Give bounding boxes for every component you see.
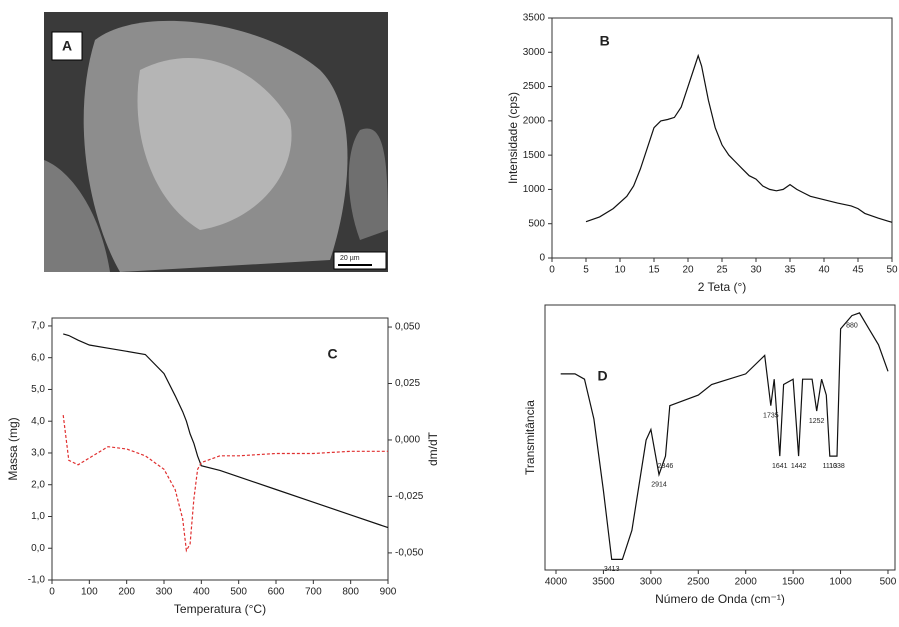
peak-label: 1735 bbox=[763, 413, 779, 420]
panel-label: D bbox=[598, 367, 608, 383]
x-tick-label: 300 bbox=[156, 587, 173, 598]
scale-bar-label: 20 µm bbox=[340, 255, 360, 262]
y2-tick-label: 0,050 bbox=[395, 322, 420, 333]
data-line bbox=[561, 313, 888, 560]
y-axis-label: Transmitância bbox=[523, 400, 537, 475]
x-tick-label: 50 bbox=[886, 265, 898, 276]
x-tick-label: 100 bbox=[81, 587, 98, 598]
x-tick-label: 1000 bbox=[829, 577, 852, 588]
y-tick-label: 3,0 bbox=[31, 448, 45, 459]
x-tick-label: 35 bbox=[784, 265, 796, 276]
y2-axis-label: dm/dT bbox=[426, 431, 440, 466]
plot-frame bbox=[552, 18, 892, 258]
x-tick-label: 900 bbox=[380, 587, 397, 598]
data-line bbox=[63, 334, 388, 528]
x-tick-label: 20 bbox=[682, 265, 694, 276]
y-tick-label: 5,0 bbox=[31, 384, 45, 395]
y-tick-label: 1000 bbox=[523, 184, 546, 195]
x-tick-label: 500 bbox=[880, 577, 897, 588]
y-tick-label: 0,0 bbox=[31, 543, 45, 554]
peak-label: 1641 bbox=[772, 463, 788, 470]
chart: 4000 3500 3000 2500 2000 1500 1000 500 Número de… bbox=[523, 305, 897, 606]
peak-label: 1252 bbox=[809, 418, 825, 425]
x-tick-label: 3500 bbox=[592, 577, 615, 588]
x-tick-label: 45 bbox=[852, 265, 864, 276]
y-tick-label: 4,0 bbox=[31, 416, 45, 427]
x-tick-label: 700 bbox=[305, 587, 322, 598]
x-axis-label: Temperatura (°C) bbox=[174, 602, 266, 616]
y-tick-label: 2,0 bbox=[31, 479, 45, 490]
y-axis-label: Intensidade (cps) bbox=[506, 92, 520, 184]
peak-label: 2914 bbox=[651, 481, 667, 488]
y2-tick-label: 0,000 bbox=[395, 435, 420, 446]
y-tick-label: 1500 bbox=[523, 150, 546, 161]
x-tick-label: 0 bbox=[49, 587, 55, 598]
y2-tick-label: -0,025 bbox=[395, 491, 424, 502]
x-tick-label: 800 bbox=[342, 587, 359, 598]
data-line bbox=[63, 415, 388, 550]
peak-label: 1038 bbox=[829, 463, 845, 470]
figure: A 20 µm 05101520253035404550050010001500… bbox=[0, 0, 899, 622]
y-tick-label: 3000 bbox=[523, 47, 546, 58]
x-axis-label: Número de Onda (cm⁻¹) bbox=[655, 592, 785, 606]
peak-label: 2846 bbox=[658, 463, 674, 470]
x-tick-label: 200 bbox=[118, 587, 135, 598]
x-tick-label: 5 bbox=[583, 265, 589, 276]
y2-tick-label: -0,050 bbox=[395, 548, 424, 559]
y-tick-label: 500 bbox=[528, 218, 545, 229]
peak-label: 1442 bbox=[791, 463, 807, 470]
x-tick-label: 400 bbox=[193, 587, 210, 598]
sem-image: A 20 µm bbox=[44, 12, 388, 272]
y-axis-label: Massa (mg) bbox=[6, 417, 20, 480]
x-tick-label: 10 bbox=[614, 265, 626, 276]
x-tick-label: 600 bbox=[268, 587, 285, 598]
x-tick-label: 15 bbox=[648, 265, 660, 276]
x-tick-label: 25 bbox=[716, 265, 728, 276]
peak-label: 880 bbox=[846, 322, 858, 329]
y-tick-label: 6,0 bbox=[31, 352, 45, 363]
panel-label: C bbox=[328, 345, 338, 361]
peak-label: 3413 bbox=[604, 566, 620, 573]
y-tick-label: -1,0 bbox=[28, 575, 46, 586]
x-tick-label: 500 bbox=[230, 587, 247, 598]
x-tick-label: 2500 bbox=[687, 577, 710, 588]
x-tick-label: 3000 bbox=[640, 577, 663, 588]
y-tick-label: 1,0 bbox=[31, 511, 45, 522]
y-tick-label: 2500 bbox=[523, 81, 546, 92]
x-tick-label: 30 bbox=[750, 265, 762, 276]
x-tick-label: 40 bbox=[818, 265, 830, 276]
panel-label: A bbox=[62, 38, 72, 54]
panel-label: B bbox=[600, 33, 610, 49]
plot-frame bbox=[545, 305, 895, 570]
x-tick-label: 4000 bbox=[545, 577, 568, 588]
data-line bbox=[586, 56, 892, 223]
x-axis-label: 2 Teta (°) bbox=[698, 280, 747, 294]
y-tick-label: 7,0 bbox=[31, 321, 45, 332]
x-tick-label: 0 bbox=[549, 265, 555, 276]
y-tick-label: 3500 bbox=[523, 13, 546, 24]
y2-tick-label: 0,025 bbox=[395, 378, 420, 389]
y-tick-label: 2000 bbox=[523, 115, 546, 126]
x-tick-label: 2000 bbox=[735, 577, 758, 588]
x-tick-label: 1500 bbox=[782, 577, 805, 588]
y-tick-label: 0 bbox=[539, 253, 545, 264]
chart: 0 100 200 300 400 500 600 700 800 900 -1,0 0,0 1,0 2,… bbox=[6, 318, 440, 616]
